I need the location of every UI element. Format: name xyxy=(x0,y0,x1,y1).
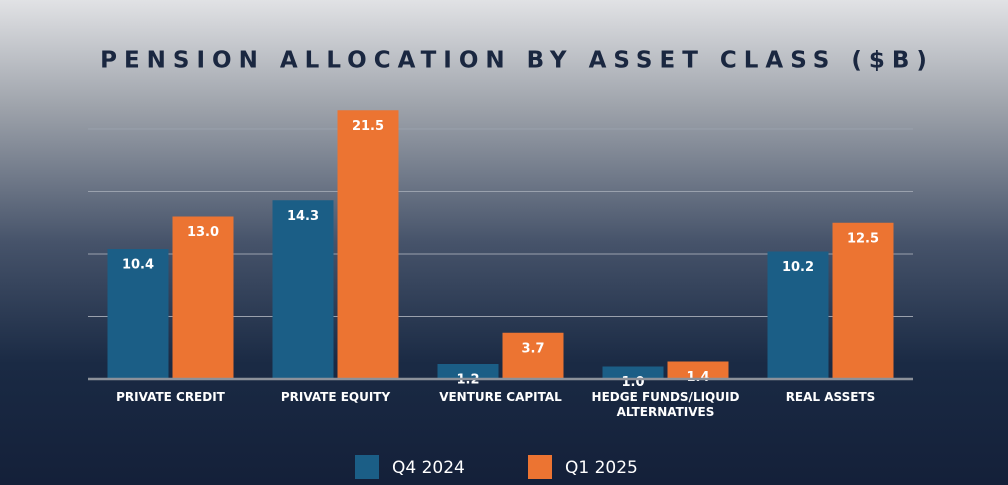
bar xyxy=(502,332,564,379)
legend-label: Q1 2025 xyxy=(565,458,638,478)
bar xyxy=(602,366,664,379)
bar xyxy=(172,216,234,379)
value-label: 1.4 xyxy=(686,370,709,385)
x-tick-label: REAL ASSETS xyxy=(785,390,876,404)
value-label: 21.5 xyxy=(352,119,384,134)
value-label: 14.3 xyxy=(287,209,319,224)
value-label: 10.4 xyxy=(122,258,154,273)
x-tick-label: HEDGE FUNDS/LIQUID ALTERNATIVES xyxy=(591,390,740,419)
bar xyxy=(767,251,829,379)
x-tick-label: PRIVATE EQUITY xyxy=(280,390,391,404)
legend-swatch xyxy=(528,455,552,479)
legend-label: Q4 2024 xyxy=(392,458,465,478)
value-label: 3.7 xyxy=(521,341,544,356)
x-tick-label: PRIVATE CREDIT xyxy=(116,390,225,404)
value-label: 13.0 xyxy=(187,225,219,240)
bar xyxy=(272,200,334,379)
bar xyxy=(667,361,729,379)
value-label: 10.2 xyxy=(782,260,814,275)
value-label: 12.5 xyxy=(847,231,879,246)
x-tick-label: VENTURE CAPITAL xyxy=(439,390,562,404)
bar xyxy=(337,110,399,379)
legend-swatch xyxy=(355,455,379,479)
bar xyxy=(437,364,499,379)
bar xyxy=(107,249,169,379)
chart-title: PENSION ALLOCATION BY ASSET CLASS ($B) xyxy=(100,48,934,74)
value-label: 1.0 xyxy=(621,375,644,390)
bar xyxy=(832,222,894,379)
